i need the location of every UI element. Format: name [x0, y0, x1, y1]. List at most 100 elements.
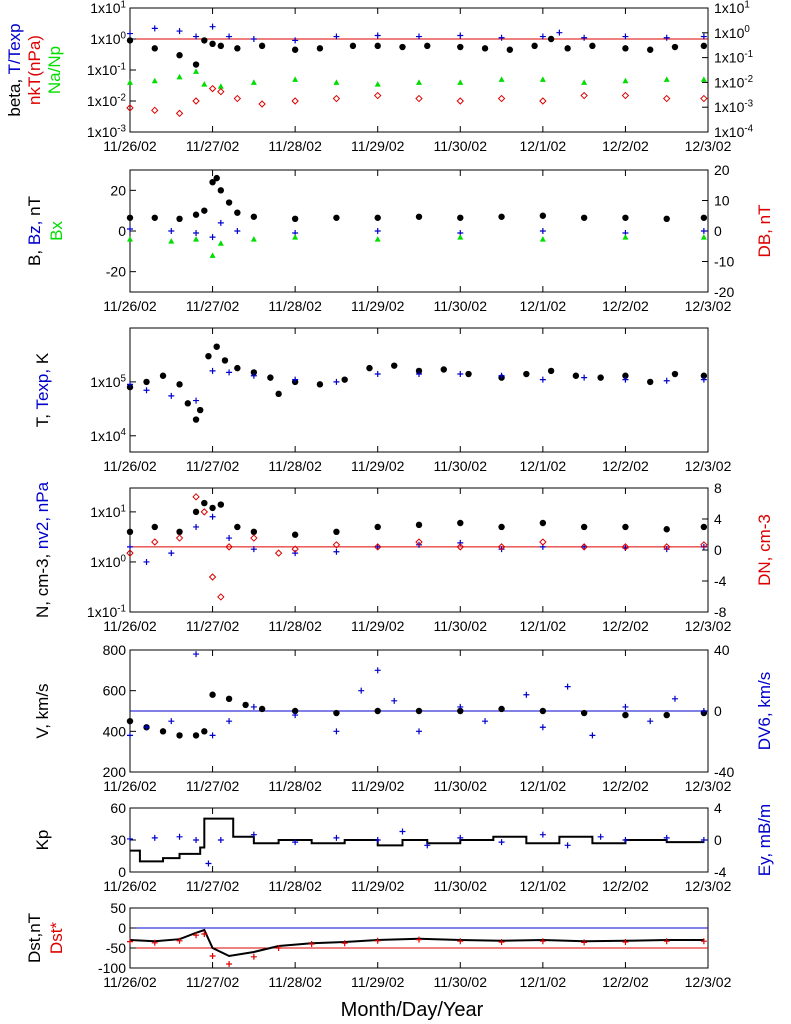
- y-axis-label: V, km/s: [33, 683, 52, 738]
- right-y-tick-label: 4: [714, 511, 722, 527]
- data-point: [391, 362, 398, 369]
- data-point: [143, 558, 150, 565]
- data-point: [597, 374, 604, 381]
- y-axis-label: N, cm-3, nv2, nPa: [33, 481, 52, 618]
- data-point: [192, 61, 200, 68]
- y-axis-label-part: T,: [33, 414, 52, 427]
- data-point: [159, 728, 167, 735]
- y-axis-label-part: T/Texp: [5, 23, 24, 78]
- right-y-axis-label: Ey, mB/m: [755, 804, 774, 876]
- x-axis-label: Month/Day/Year: [341, 999, 484, 1021]
- data-point: [415, 367, 423, 375]
- x-tick-label: 12/3/02: [685, 778, 732, 794]
- y-axis-label-part: nT: [25, 196, 44, 221]
- data-point: [250, 236, 257, 242]
- data-point: [213, 343, 220, 350]
- data-point: [622, 837, 629, 843]
- series-nkt: [126, 84, 708, 118]
- x-tick-label: 11/28/02: [268, 618, 322, 634]
- data-point: [201, 931, 208, 937]
- data-point: [415, 707, 423, 715]
- data-point: [539, 97, 547, 105]
- right-y-axis-label-part: DB, nT: [755, 205, 774, 258]
- x-tick-label: 11/28/02: [268, 778, 322, 794]
- y-tick-label: 1x10-2: [87, 92, 126, 109]
- data-point: [424, 842, 431, 849]
- data-point: [647, 718, 654, 725]
- data-point: [209, 252, 216, 258]
- data-point: [497, 543, 506, 551]
- data-point: [341, 940, 348, 947]
- data-point: [539, 707, 547, 715]
- data-point: [127, 30, 133, 37]
- data-point: [267, 374, 274, 381]
- data-point: [498, 213, 505, 220]
- data-point: [622, 703, 629, 710]
- right-y-tick-label: 20: [714, 162, 730, 178]
- data-point: [415, 213, 423, 220]
- data-point: [465, 370, 472, 378]
- x-tick-label: 11/30/02: [434, 618, 488, 634]
- data-point: [126, 528, 134, 536]
- x-tick-label: 11/30/02: [434, 458, 488, 474]
- series-line: [130, 817, 704, 863]
- data-point: [258, 42, 266, 50]
- data-point: [481, 45, 489, 52]
- data-point: [456, 97, 464, 105]
- x-tick-label: 12/2/02: [602, 138, 649, 154]
- x-tick-label: 12/3/02: [685, 298, 732, 314]
- right-y-tick-label: 1x10-3: [714, 99, 754, 116]
- data-point: [457, 371, 464, 378]
- data-point: [700, 214, 708, 221]
- x-tick-label: 11/26/02: [103, 878, 157, 894]
- data-point: [539, 938, 546, 945]
- data-point: [415, 538, 423, 546]
- y-tick-label: 600: [103, 683, 127, 699]
- data-point: [193, 932, 200, 939]
- plot-frame: [129, 7, 709, 133]
- series-ey: [127, 828, 707, 867]
- data-point: [539, 724, 546, 731]
- data-point: [498, 76, 505, 82]
- x-tick-label: 11/29/02: [351, 618, 405, 634]
- data-point: [127, 938, 133, 945]
- y-tick-label: 20: [110, 182, 126, 198]
- data-point: [291, 545, 299, 553]
- chart-panel-7: 11/26/02 11/27/02 11/28/02 11/29/02 11/30/02…: [25, 900, 732, 990]
- x-tick-label: 11/30/02: [434, 974, 488, 990]
- data-point: [663, 526, 670, 533]
- x-tick-label: 11/30/02: [434, 138, 488, 154]
- data-point: [126, 214, 134, 221]
- data-point: [217, 240, 224, 246]
- data-point: [168, 550, 175, 557]
- x-tick-label: 11/26/02: [103, 298, 157, 314]
- data-point: [143, 378, 150, 386]
- data-point: [374, 707, 381, 715]
- data-point: [498, 705, 505, 713]
- data-point: [523, 691, 530, 698]
- data-point: [416, 936, 422, 943]
- x-tick-label: 12/1/02: [519, 618, 566, 634]
- data-point: [234, 209, 241, 216]
- data-point: [226, 369, 233, 376]
- data-point: [208, 84, 217, 93]
- data-point: [292, 839, 299, 846]
- data-point: [168, 228, 175, 234]
- data-point: [580, 543, 588, 551]
- data-point: [201, 728, 208, 735]
- x-tick-label: 12/1/02: [519, 298, 566, 314]
- x-tick-label: 11/26/02: [103, 138, 157, 154]
- data-point: [700, 523, 708, 531]
- x-tick-label: 11/28/02: [268, 878, 322, 894]
- data-point: [201, 207, 208, 214]
- data-point: [192, 732, 200, 739]
- data-point: [700, 228, 707, 234]
- x-tick-label: 11/29/02: [351, 878, 405, 894]
- data-point: [589, 732, 596, 739]
- data-point: [193, 523, 200, 530]
- right-y-tick-label: 0: [714, 542, 722, 558]
- data-point: [127, 225, 133, 232]
- data-point: [580, 523, 588, 531]
- data-point: [498, 839, 505, 846]
- data-point: [556, 29, 563, 36]
